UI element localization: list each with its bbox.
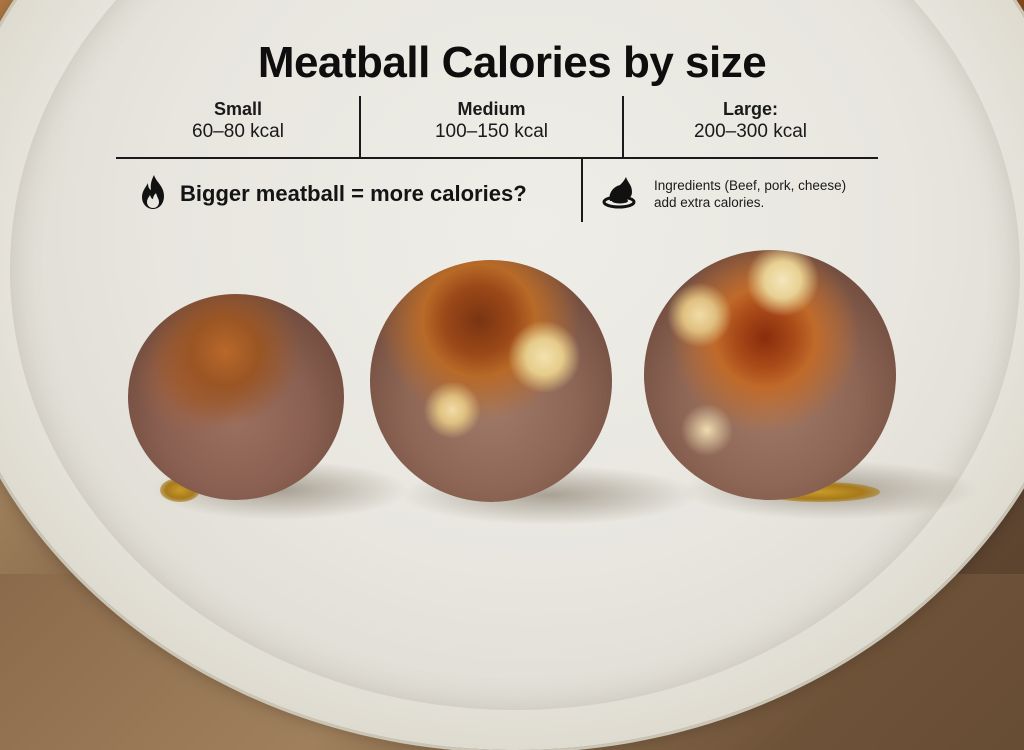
divider	[359, 96, 361, 158]
meatball-large	[644, 250, 896, 500]
size-large: Large: 200–300 kcal	[623, 96, 878, 158]
meatball-medium	[370, 260, 612, 502]
size-name: Small	[213, 99, 263, 119]
fact-bigger-more-calories: Bigger meatball = more calories?	[140, 172, 527, 216]
fact-line: add extra calories.	[654, 195, 765, 210]
flame-pan-icon	[602, 175, 638, 214]
size-small: Small 60–80 kcal	[116, 96, 360, 158]
size-kcal: 200–300 kcal	[693, 121, 808, 142]
divider	[622, 96, 624, 158]
fact-ingredients: Ingredients (Beef, pork, cheese) add ext…	[602, 172, 846, 216]
fact-line: Ingredients (Beef, pork, cheese)	[654, 178, 847, 193]
size-calorie-table: Small 60–80 kcal Medium 100–150 kcal Lar…	[116, 96, 878, 158]
size-name: Medium	[457, 99, 526, 119]
divider	[581, 158, 583, 222]
fact-text: Ingredients (Beef, pork, cheese) add ext…	[654, 177, 846, 211]
divider	[116, 157, 878, 159]
size-name: Large:	[722, 99, 778, 119]
size-kcal: 100–150 kcal	[434, 121, 549, 142]
fact-text: Bigger meatball = more calories?	[180, 181, 527, 206]
size-kcal: 60–80 kcal	[192, 121, 284, 142]
flame-icon	[140, 174, 166, 215]
size-medium: Medium 100–150 kcal	[360, 96, 623, 158]
meatball-small	[128, 294, 344, 500]
page-title: Meatball Calories by size	[257, 38, 767, 87]
